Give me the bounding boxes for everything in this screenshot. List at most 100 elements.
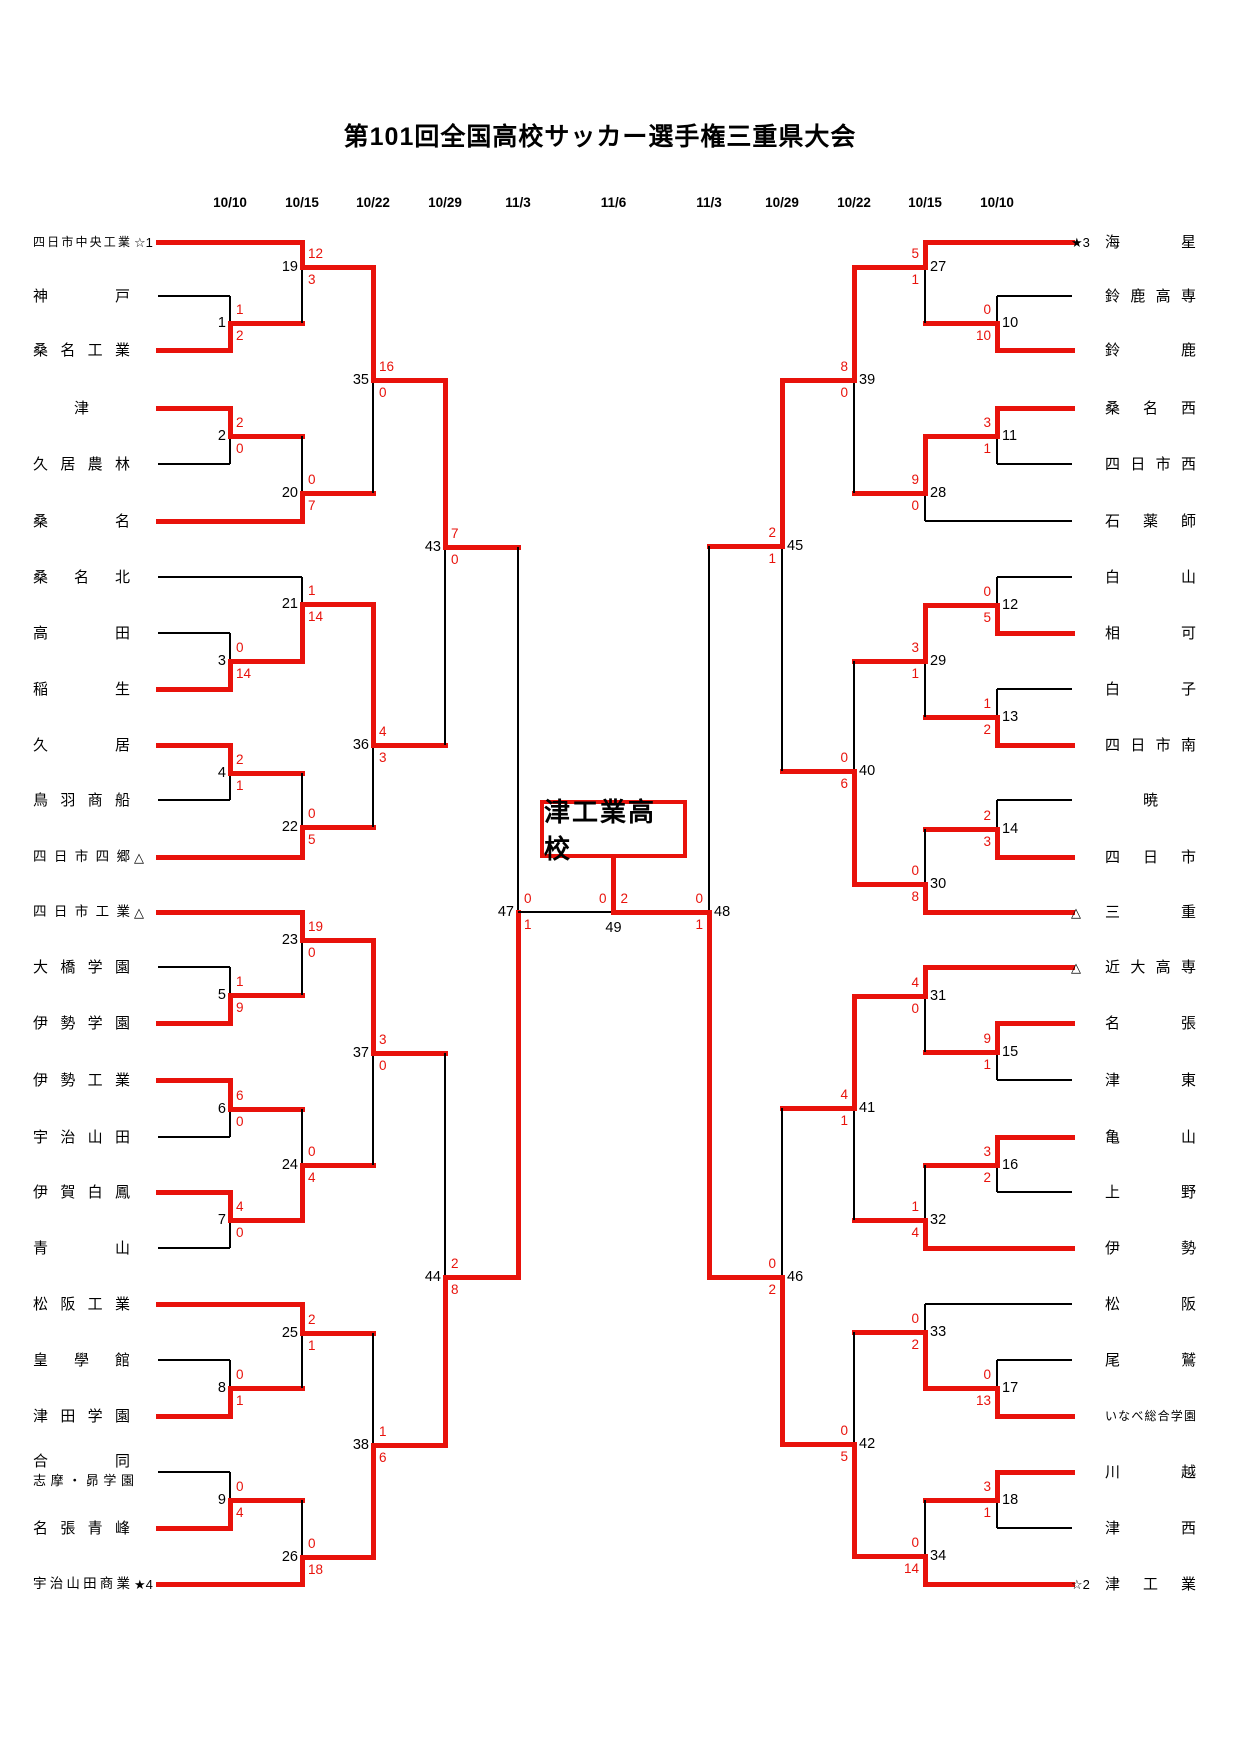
bracket-line — [517, 547, 519, 912]
bracket-line — [996, 800, 998, 829]
bracket-line — [922, 239, 928, 270]
team-label: 亀山 — [1071, 1127, 1199, 1147]
bracket-line — [301, 1500, 303, 1557]
bracket-line — [997, 1079, 1072, 1081]
bracket-line — [853, 380, 855, 493]
team-seed: ☆1 — [134, 234, 153, 250]
bracket-line — [299, 239, 305, 270]
bracket-line — [997, 295, 1072, 297]
bracket-line — [299, 1162, 305, 1223]
bracket-line — [994, 1385, 1000, 1419]
match-score-top: 3 — [379, 1032, 387, 1047]
team-name: 松阪 — [1105, 1295, 1196, 1313]
match-score-top: 0 — [236, 1479, 244, 1494]
team-label: 皇學館 — [33, 1350, 161, 1370]
bracket-line — [779, 377, 857, 383]
match-score-top: 2 — [768, 525, 776, 540]
bracket-line — [851, 993, 928, 999]
bracket-line — [922, 1581, 1075, 1587]
match-score-bottom: 0 — [236, 1225, 244, 1240]
bracket-line — [301, 1109, 303, 1165]
bracket-line — [997, 688, 1072, 690]
team-name: 伊勢学園 — [33, 1014, 130, 1032]
bracket-line — [994, 1469, 1075, 1475]
team-label: 松阪工業 — [33, 1294, 161, 1314]
round-date: 10/10 — [980, 195, 1014, 210]
match-score-top: 3 — [983, 1479, 991, 1494]
team-name: 海星 — [1105, 233, 1196, 251]
team-name: 桑名北 — [33, 568, 130, 586]
team-label: 伊賀白鳳 — [33, 1182, 161, 1202]
match-score-top: 4 — [236, 1199, 244, 1214]
team-name: 高田 — [33, 624, 130, 642]
bracket-line — [924, 829, 926, 884]
match-score-top: 19 — [308, 919, 324, 934]
bracket-line — [155, 1581, 305, 1587]
match-score-bottom: 13 — [975, 1393, 991, 1408]
bracket-line — [996, 1052, 998, 1080]
match-score-top: 0 — [236, 1367, 244, 1382]
match-score-bottom: 3 — [308, 272, 316, 287]
team-name: 四日市南 — [1105, 736, 1196, 754]
team-label: 相可 — [1071, 623, 1199, 643]
team-name: いなべ総合学園 — [1105, 1409, 1196, 1423]
bracket-line — [158, 1471, 230, 1473]
team-label: ☆2 津工業 — [1071, 1574, 1199, 1594]
bracket-line — [155, 1301, 305, 1307]
team-label: ★3 海星 — [1071, 232, 1199, 252]
bracket-line — [299, 937, 376, 943]
bracket-line — [227, 1385, 305, 1391]
match-number: 24 — [281, 1157, 298, 1173]
match-score-bottom: 7 — [308, 498, 316, 513]
match-score-right: 2 — [620, 891, 629, 906]
team-name: 伊勢 — [1105, 1239, 1196, 1257]
match-score-top: 4 — [840, 1087, 848, 1102]
bracket-line — [779, 1441, 857, 1447]
bracket-line — [706, 1274, 785, 1280]
team-label: 四日市工業 △ — [33, 902, 161, 922]
team-label: 合同志摩・昴学園 — [33, 1452, 137, 1492]
bracket-line — [155, 347, 233, 353]
team-name: 伊賀白鳳 — [33, 1183, 130, 1201]
bracket-line — [227, 658, 305, 664]
bracket-line — [924, 996, 926, 1052]
match-number: 32 — [930, 1212, 947, 1228]
team-name: 津 — [73, 399, 89, 417]
bracket-line — [444, 1053, 446, 1277]
match-score-bottom: 0 — [840, 385, 848, 400]
match-number: 14 — [1002, 821, 1019, 837]
bracket-line — [227, 1497, 233, 1531]
match-number: 11 — [1002, 428, 1018, 444]
bracket-line — [158, 1247, 230, 1249]
match-score-top: 16 — [379, 359, 395, 374]
match-score-top: 4 — [379, 724, 387, 739]
match-number: 44 — [424, 1269, 441, 1285]
match-score-bottom: 6 — [379, 1450, 387, 1465]
team-label: 尾鷲 — [1071, 1350, 1199, 1370]
bracket-line — [779, 768, 857, 774]
match-score-bottom: 5 — [983, 610, 991, 625]
bracket-line — [372, 1053, 374, 1165]
match-score-top: 4 — [911, 975, 919, 990]
match-number: 26 — [281, 1549, 298, 1565]
bracket-line — [922, 881, 928, 915]
bracket-line — [158, 1136, 230, 1138]
match-score-bottom: 10 — [975, 328, 991, 343]
bracket-line — [924, 661, 926, 717]
team-label: 伊勢工業 — [33, 1070, 161, 1090]
team-label: 四日市四郷 △ — [33, 847, 161, 867]
team-label: 久居 — [33, 735, 161, 755]
match-number: 18 — [1002, 1492, 1019, 1508]
bracket-line — [997, 1527, 1072, 1529]
bracket-line — [997, 576, 1072, 578]
bracket-line — [227, 1077, 233, 1112]
bracket-line — [922, 1385, 1000, 1391]
bracket-line — [158, 1359, 230, 1361]
match-score-top: 8 — [840, 359, 848, 374]
team-name: 四日市 — [1105, 848, 1196, 866]
bracket-line — [994, 602, 1000, 636]
round-date: 11/3 — [505, 195, 531, 210]
bracket-line — [155, 405, 233, 411]
round-date: 10/15 — [285, 195, 319, 210]
match-score-top: 0 — [983, 302, 991, 317]
